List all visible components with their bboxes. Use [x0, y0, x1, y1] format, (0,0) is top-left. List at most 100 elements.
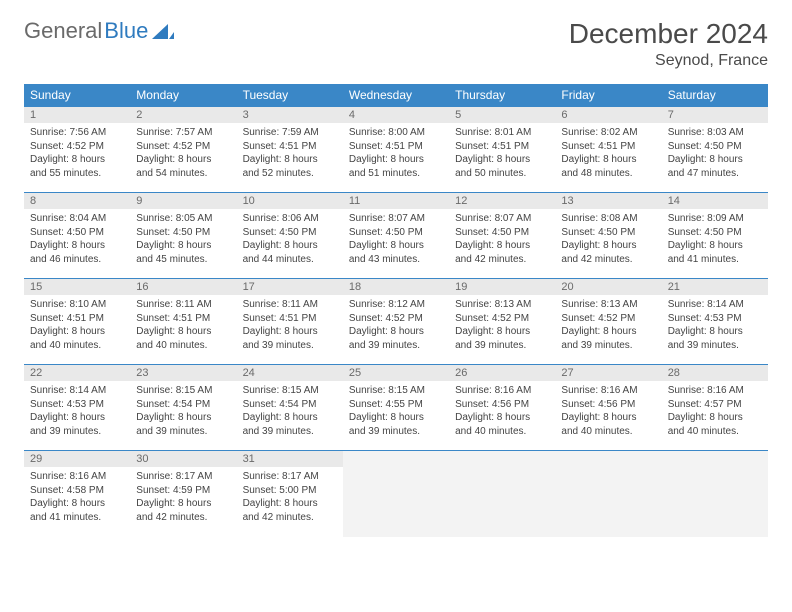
- day-number: 21: [662, 279, 768, 295]
- calendar-cell: 30Sunrise: 8:17 AMSunset: 4:59 PMDayligh…: [130, 451, 236, 537]
- day-number: 22: [24, 365, 130, 381]
- day-number: 31: [237, 451, 343, 467]
- calendar-row: 1Sunrise: 7:56 AMSunset: 4:52 PMDaylight…: [24, 107, 768, 193]
- calendar-cell: 18Sunrise: 8:12 AMSunset: 4:52 PMDayligh…: [343, 279, 449, 365]
- sunset-text: Sunset: 4:51 PM: [349, 140, 443, 154]
- sunset-text: Sunset: 4:50 PM: [455, 226, 549, 240]
- calendar-cell: 13Sunrise: 8:08 AMSunset: 4:50 PMDayligh…: [555, 193, 661, 279]
- calendar-cell: 24Sunrise: 8:15 AMSunset: 4:54 PMDayligh…: [237, 365, 343, 451]
- sunset-text: Sunset: 4:51 PM: [561, 140, 655, 154]
- day-body: Sunrise: 8:02 AMSunset: 4:51 PMDaylight:…: [555, 123, 661, 184]
- title-block: December 2024 Seynod, France: [569, 18, 768, 70]
- calendar-cell: 28Sunrise: 8:16 AMSunset: 4:57 PMDayligh…: [662, 365, 768, 451]
- calendar-row: 15Sunrise: 8:10 AMSunset: 4:51 PMDayligh…: [24, 279, 768, 365]
- sunrise-text: Sunrise: 8:15 AM: [136, 384, 230, 398]
- calendar-cell: 6Sunrise: 8:02 AMSunset: 4:51 PMDaylight…: [555, 107, 661, 193]
- calendar-cell: 22Sunrise: 8:14 AMSunset: 4:53 PMDayligh…: [24, 365, 130, 451]
- day-number: 17: [237, 279, 343, 295]
- day-number: 12: [449, 193, 555, 209]
- sunrise-text: Sunrise: 8:16 AM: [668, 384, 762, 398]
- day-number: 11: [343, 193, 449, 209]
- day-body: Sunrise: 8:13 AMSunset: 4:52 PMDaylight:…: [555, 295, 661, 356]
- day-body: Sunrise: 8:07 AMSunset: 4:50 PMDaylight:…: [343, 209, 449, 270]
- daylight-text: Daylight: 8 hours and 48 minutes.: [561, 153, 655, 180]
- day-number: 2: [130, 107, 236, 123]
- daylight-text: Daylight: 8 hours and 42 minutes.: [561, 239, 655, 266]
- sunrise-text: Sunrise: 8:00 AM: [349, 126, 443, 140]
- calendar-row: 22Sunrise: 8:14 AMSunset: 4:53 PMDayligh…: [24, 365, 768, 451]
- sunrise-text: Sunrise: 8:17 AM: [243, 470, 337, 484]
- sunset-text: Sunset: 4:54 PM: [136, 398, 230, 412]
- calendar-cell: 9Sunrise: 8:05 AMSunset: 4:50 PMDaylight…: [130, 193, 236, 279]
- sunrise-text: Sunrise: 7:59 AM: [243, 126, 337, 140]
- day-body: Sunrise: 8:10 AMSunset: 4:51 PMDaylight:…: [24, 295, 130, 356]
- sunset-text: Sunset: 4:51 PM: [30, 312, 124, 326]
- calendar-cell: 4Sunrise: 8:00 AMSunset: 4:51 PMDaylight…: [343, 107, 449, 193]
- day-number: 3: [237, 107, 343, 123]
- sunset-text: Sunset: 4:59 PM: [136, 484, 230, 498]
- weekday-header-row: Sunday Monday Tuesday Wednesday Thursday…: [24, 84, 768, 107]
- calendar-cell: 7Sunrise: 8:03 AMSunset: 4:50 PMDaylight…: [662, 107, 768, 193]
- sunrise-text: Sunrise: 8:14 AM: [668, 298, 762, 312]
- daylight-text: Daylight: 8 hours and 39 minutes.: [243, 325, 337, 352]
- logo: GeneralBlue: [24, 18, 174, 44]
- daylight-text: Daylight: 8 hours and 55 minutes.: [30, 153, 124, 180]
- daylight-text: Daylight: 8 hours and 50 minutes.: [455, 153, 549, 180]
- weekday-header: Friday: [555, 84, 661, 107]
- day-body: Sunrise: 7:59 AMSunset: 4:51 PMDaylight:…: [237, 123, 343, 184]
- calendar-cell: 23Sunrise: 8:15 AMSunset: 4:54 PMDayligh…: [130, 365, 236, 451]
- daylight-text: Daylight: 8 hours and 39 minutes.: [349, 411, 443, 438]
- day-number: 19: [449, 279, 555, 295]
- sunrise-text: Sunrise: 8:05 AM: [136, 212, 230, 226]
- daylight-text: Daylight: 8 hours and 42 minutes.: [455, 239, 549, 266]
- day-number: 8: [24, 193, 130, 209]
- daylight-text: Daylight: 8 hours and 42 minutes.: [243, 497, 337, 524]
- day-number: 29: [24, 451, 130, 467]
- sunset-text: Sunset: 4:51 PM: [136, 312, 230, 326]
- sunset-text: Sunset: 4:51 PM: [455, 140, 549, 154]
- month-title: December 2024: [569, 18, 768, 50]
- calendar-cell: 17Sunrise: 8:11 AMSunset: 4:51 PMDayligh…: [237, 279, 343, 365]
- sunset-text: Sunset: 4:52 PM: [30, 140, 124, 154]
- daylight-text: Daylight: 8 hours and 39 minutes.: [668, 325, 762, 352]
- calendar-cell: 5Sunrise: 8:01 AMSunset: 4:51 PMDaylight…: [449, 107, 555, 193]
- daylight-text: Daylight: 8 hours and 52 minutes.: [243, 153, 337, 180]
- daylight-text: Daylight: 8 hours and 39 minutes.: [561, 325, 655, 352]
- daylight-text: Daylight: 8 hours and 41 minutes.: [30, 497, 124, 524]
- sunrise-text: Sunrise: 8:04 AM: [30, 212, 124, 226]
- sunset-text: Sunset: 4:50 PM: [668, 140, 762, 154]
- sunset-text: Sunset: 4:56 PM: [561, 398, 655, 412]
- day-number: 4: [343, 107, 449, 123]
- daylight-text: Daylight: 8 hours and 40 minutes.: [30, 325, 124, 352]
- sunrise-text: Sunrise: 7:56 AM: [30, 126, 124, 140]
- sunrise-text: Sunrise: 8:13 AM: [561, 298, 655, 312]
- location: Seynod, France: [569, 52, 768, 70]
- day-body: Sunrise: 8:15 AMSunset: 4:55 PMDaylight:…: [343, 381, 449, 442]
- sunrise-text: Sunrise: 8:12 AM: [349, 298, 443, 312]
- sunset-text: Sunset: 4:58 PM: [30, 484, 124, 498]
- calendar-table: Sunday Monday Tuesday Wednesday Thursday…: [24, 84, 768, 537]
- sunrise-text: Sunrise: 8:16 AM: [455, 384, 549, 398]
- sunset-text: Sunset: 4:57 PM: [668, 398, 762, 412]
- calendar-cell: 11Sunrise: 8:07 AMSunset: 4:50 PMDayligh…: [343, 193, 449, 279]
- weekday-header: Sunday: [24, 84, 130, 107]
- day-body: Sunrise: 8:04 AMSunset: 4:50 PMDaylight:…: [24, 209, 130, 270]
- daylight-text: Daylight: 8 hours and 39 minutes.: [30, 411, 124, 438]
- calendar-cell: 27Sunrise: 8:16 AMSunset: 4:56 PMDayligh…: [555, 365, 661, 451]
- daylight-text: Daylight: 8 hours and 46 minutes.: [30, 239, 124, 266]
- day-number: 5: [449, 107, 555, 123]
- calendar-cell: 20Sunrise: 8:13 AMSunset: 4:52 PMDayligh…: [555, 279, 661, 365]
- day-body: Sunrise: 8:06 AMSunset: 4:50 PMDaylight:…: [237, 209, 343, 270]
- day-number: 1: [24, 107, 130, 123]
- sunset-text: Sunset: 4:52 PM: [455, 312, 549, 326]
- daylight-text: Daylight: 8 hours and 40 minutes.: [136, 325, 230, 352]
- day-body: Sunrise: 8:15 AMSunset: 4:54 PMDaylight:…: [237, 381, 343, 442]
- day-body: Sunrise: 8:17 AMSunset: 4:59 PMDaylight:…: [130, 467, 236, 528]
- day-number: 26: [449, 365, 555, 381]
- sunset-text: Sunset: 5:00 PM: [243, 484, 337, 498]
- calendar-cell: 15Sunrise: 8:10 AMSunset: 4:51 PMDayligh…: [24, 279, 130, 365]
- daylight-text: Daylight: 8 hours and 39 minutes.: [349, 325, 443, 352]
- day-number: 23: [130, 365, 236, 381]
- day-body: Sunrise: 8:08 AMSunset: 4:50 PMDaylight:…: [555, 209, 661, 270]
- sunset-text: Sunset: 4:52 PM: [136, 140, 230, 154]
